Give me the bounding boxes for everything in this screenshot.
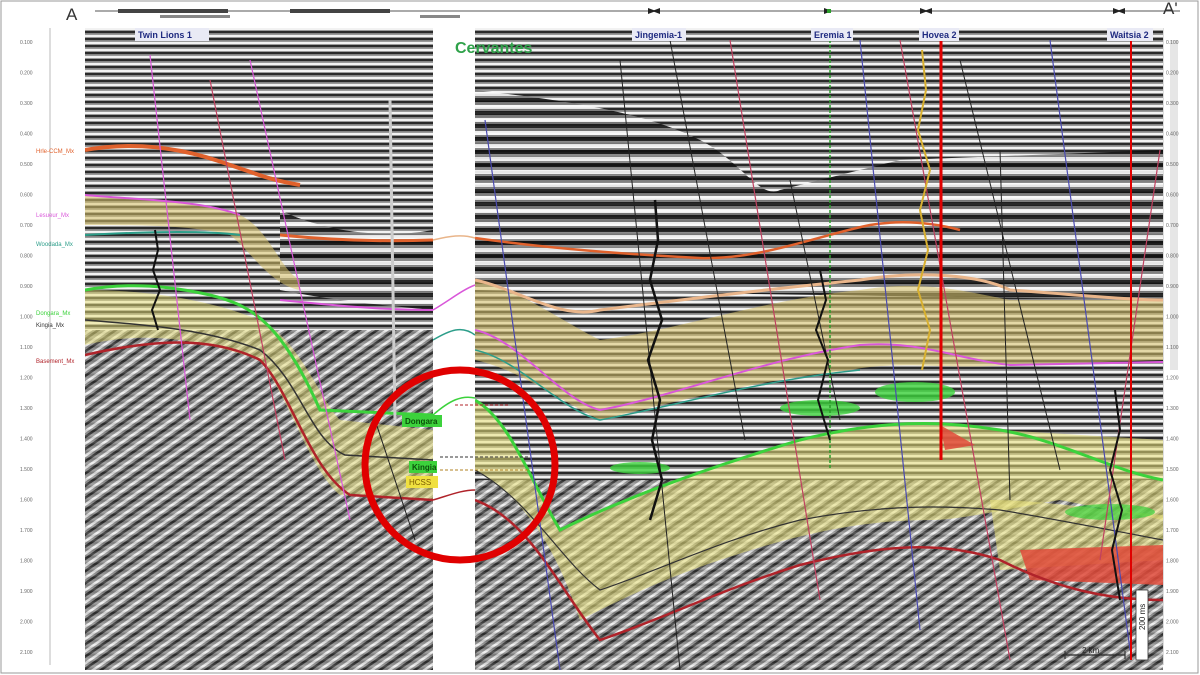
depth-tick-left: 2.100: [20, 650, 33, 656]
well-label-eremia: Eremia 1: [814, 30, 852, 40]
depth-tick-right: 1.100: [1166, 345, 1179, 351]
depth-tick-right: 1.700: [1166, 528, 1179, 534]
depth-tick-left: 1.900: [20, 589, 33, 595]
depth-tick-right: 1.500: [1166, 467, 1179, 473]
horizon-label: Lesueur_Mx: [36, 213, 69, 219]
depth-tick-left: 0.900: [20, 284, 33, 290]
depth-tick-right: 0.200: [1166, 71, 1179, 77]
section-start-label: A: [66, 5, 78, 24]
well-label-hovea: Hovea 2: [922, 30, 957, 40]
depth-tick-right: 1.000: [1166, 315, 1179, 321]
kingia-zone-label: Kingia: [412, 463, 437, 472]
depth-tick-right: 1.200: [1166, 376, 1179, 382]
depth-tick-left: 0.200: [20, 71, 33, 77]
depth-tick-left: 0.500: [20, 162, 33, 168]
depth-tick-right: 1.600: [1166, 498, 1179, 504]
depth-tick-right: 0.700: [1166, 223, 1179, 229]
hcss-zone-label: HCSS: [409, 478, 431, 487]
dongara-zone-label: Dongara: [405, 417, 438, 426]
depth-tick-left: 0.400: [20, 132, 33, 138]
depth-tick-right: 1.800: [1166, 559, 1179, 565]
horizon-label: Kingia_Mx: [36, 323, 64, 329]
depth-tick-right: 1.400: [1166, 437, 1179, 443]
prospect-label: Cervantes: [455, 40, 532, 57]
seismic-panel-right: [475, 28, 1163, 670]
well-label-jingemia: Jingemia-1: [635, 30, 682, 40]
depth-tick-left: 1.000: [20, 315, 33, 321]
depth-tick-right: 2.100: [1166, 650, 1179, 656]
depth-tick-right: 0.500: [1166, 162, 1179, 168]
depth-axis-ticks: 0.100 0.100 0.200 0.200 0.300 0.300 0.400 0.400…: [20, 40, 1179, 656]
horizon-label: Dongara_Mx: [36, 311, 70, 317]
depth-tick-left: 0.600: [20, 193, 33, 199]
depth-tick-right: 0.900: [1166, 284, 1179, 290]
horizontal-scale-label: 2 km: [1082, 646, 1100, 655]
depth-tick-right: 0.300: [1166, 101, 1179, 107]
horizon-label: Basement_Mx: [36, 359, 74, 365]
depth-tick-left: 1.100: [20, 345, 33, 351]
depth-tick-left: 1.400: [20, 437, 33, 443]
depth-tick-left: 0.300: [20, 101, 33, 107]
depth-tick-right: 0.100: [1166, 40, 1179, 46]
hcss-label-bg: [406, 476, 438, 488]
depth-tick-right: 1.900: [1166, 589, 1179, 595]
depth-tick-right: 0.800: [1166, 254, 1179, 260]
depth-tick-right: 2.000: [1166, 620, 1179, 626]
highlight-circle: [361, 366, 559, 564]
horizon-label: Hrle-CCM_Mx: [36, 149, 74, 155]
depth-tick-left: 1.300: [20, 406, 33, 412]
seismic-panel-left: [85, 28, 433, 670]
scale-bars: [1064, 589, 1149, 661]
well-label-twin-lions: Twin Lions 1: [138, 30, 192, 40]
dongara-label-bg: [402, 415, 442, 427]
depth-tick-left: 0.100: [20, 40, 33, 46]
depth-tick-left: 1.500: [20, 467, 33, 473]
depth-tick-left: 1.800: [20, 559, 33, 565]
vertical-scale-label: 200 ms: [1138, 604, 1147, 630]
horizon-label-list: Hrle-CCM_Mx Lesueur_Mx Woodada_Mx Dongara_M…: [36, 149, 74, 365]
section-end-label: A': [1163, 0, 1178, 18]
depth-tick-right: 0.400: [1166, 132, 1179, 138]
depth-tick-right: 1.300: [1166, 406, 1179, 412]
kingia-label-bg: [409, 461, 437, 473]
right-scrollbar: [1170, 40, 1178, 370]
well-label-waitsia: Waitsia 2: [1110, 30, 1149, 40]
depth-tick-left: 0.700: [20, 223, 33, 229]
depth-tick-left: 1.700: [20, 528, 33, 534]
depth-tick-left: 1.200: [20, 376, 33, 382]
depth-tick-left: 0.800: [20, 254, 33, 260]
depth-tick-left: 2.000: [20, 620, 33, 626]
section-header-bar: [95, 8, 1180, 18]
horizon-correlation-links: [432, 235, 530, 501]
depth-tick-left: 1.600: [20, 498, 33, 504]
horizon-label: Woodada_Mx: [36, 242, 73, 248]
depth-tick-right: 0.600: [1166, 193, 1179, 199]
